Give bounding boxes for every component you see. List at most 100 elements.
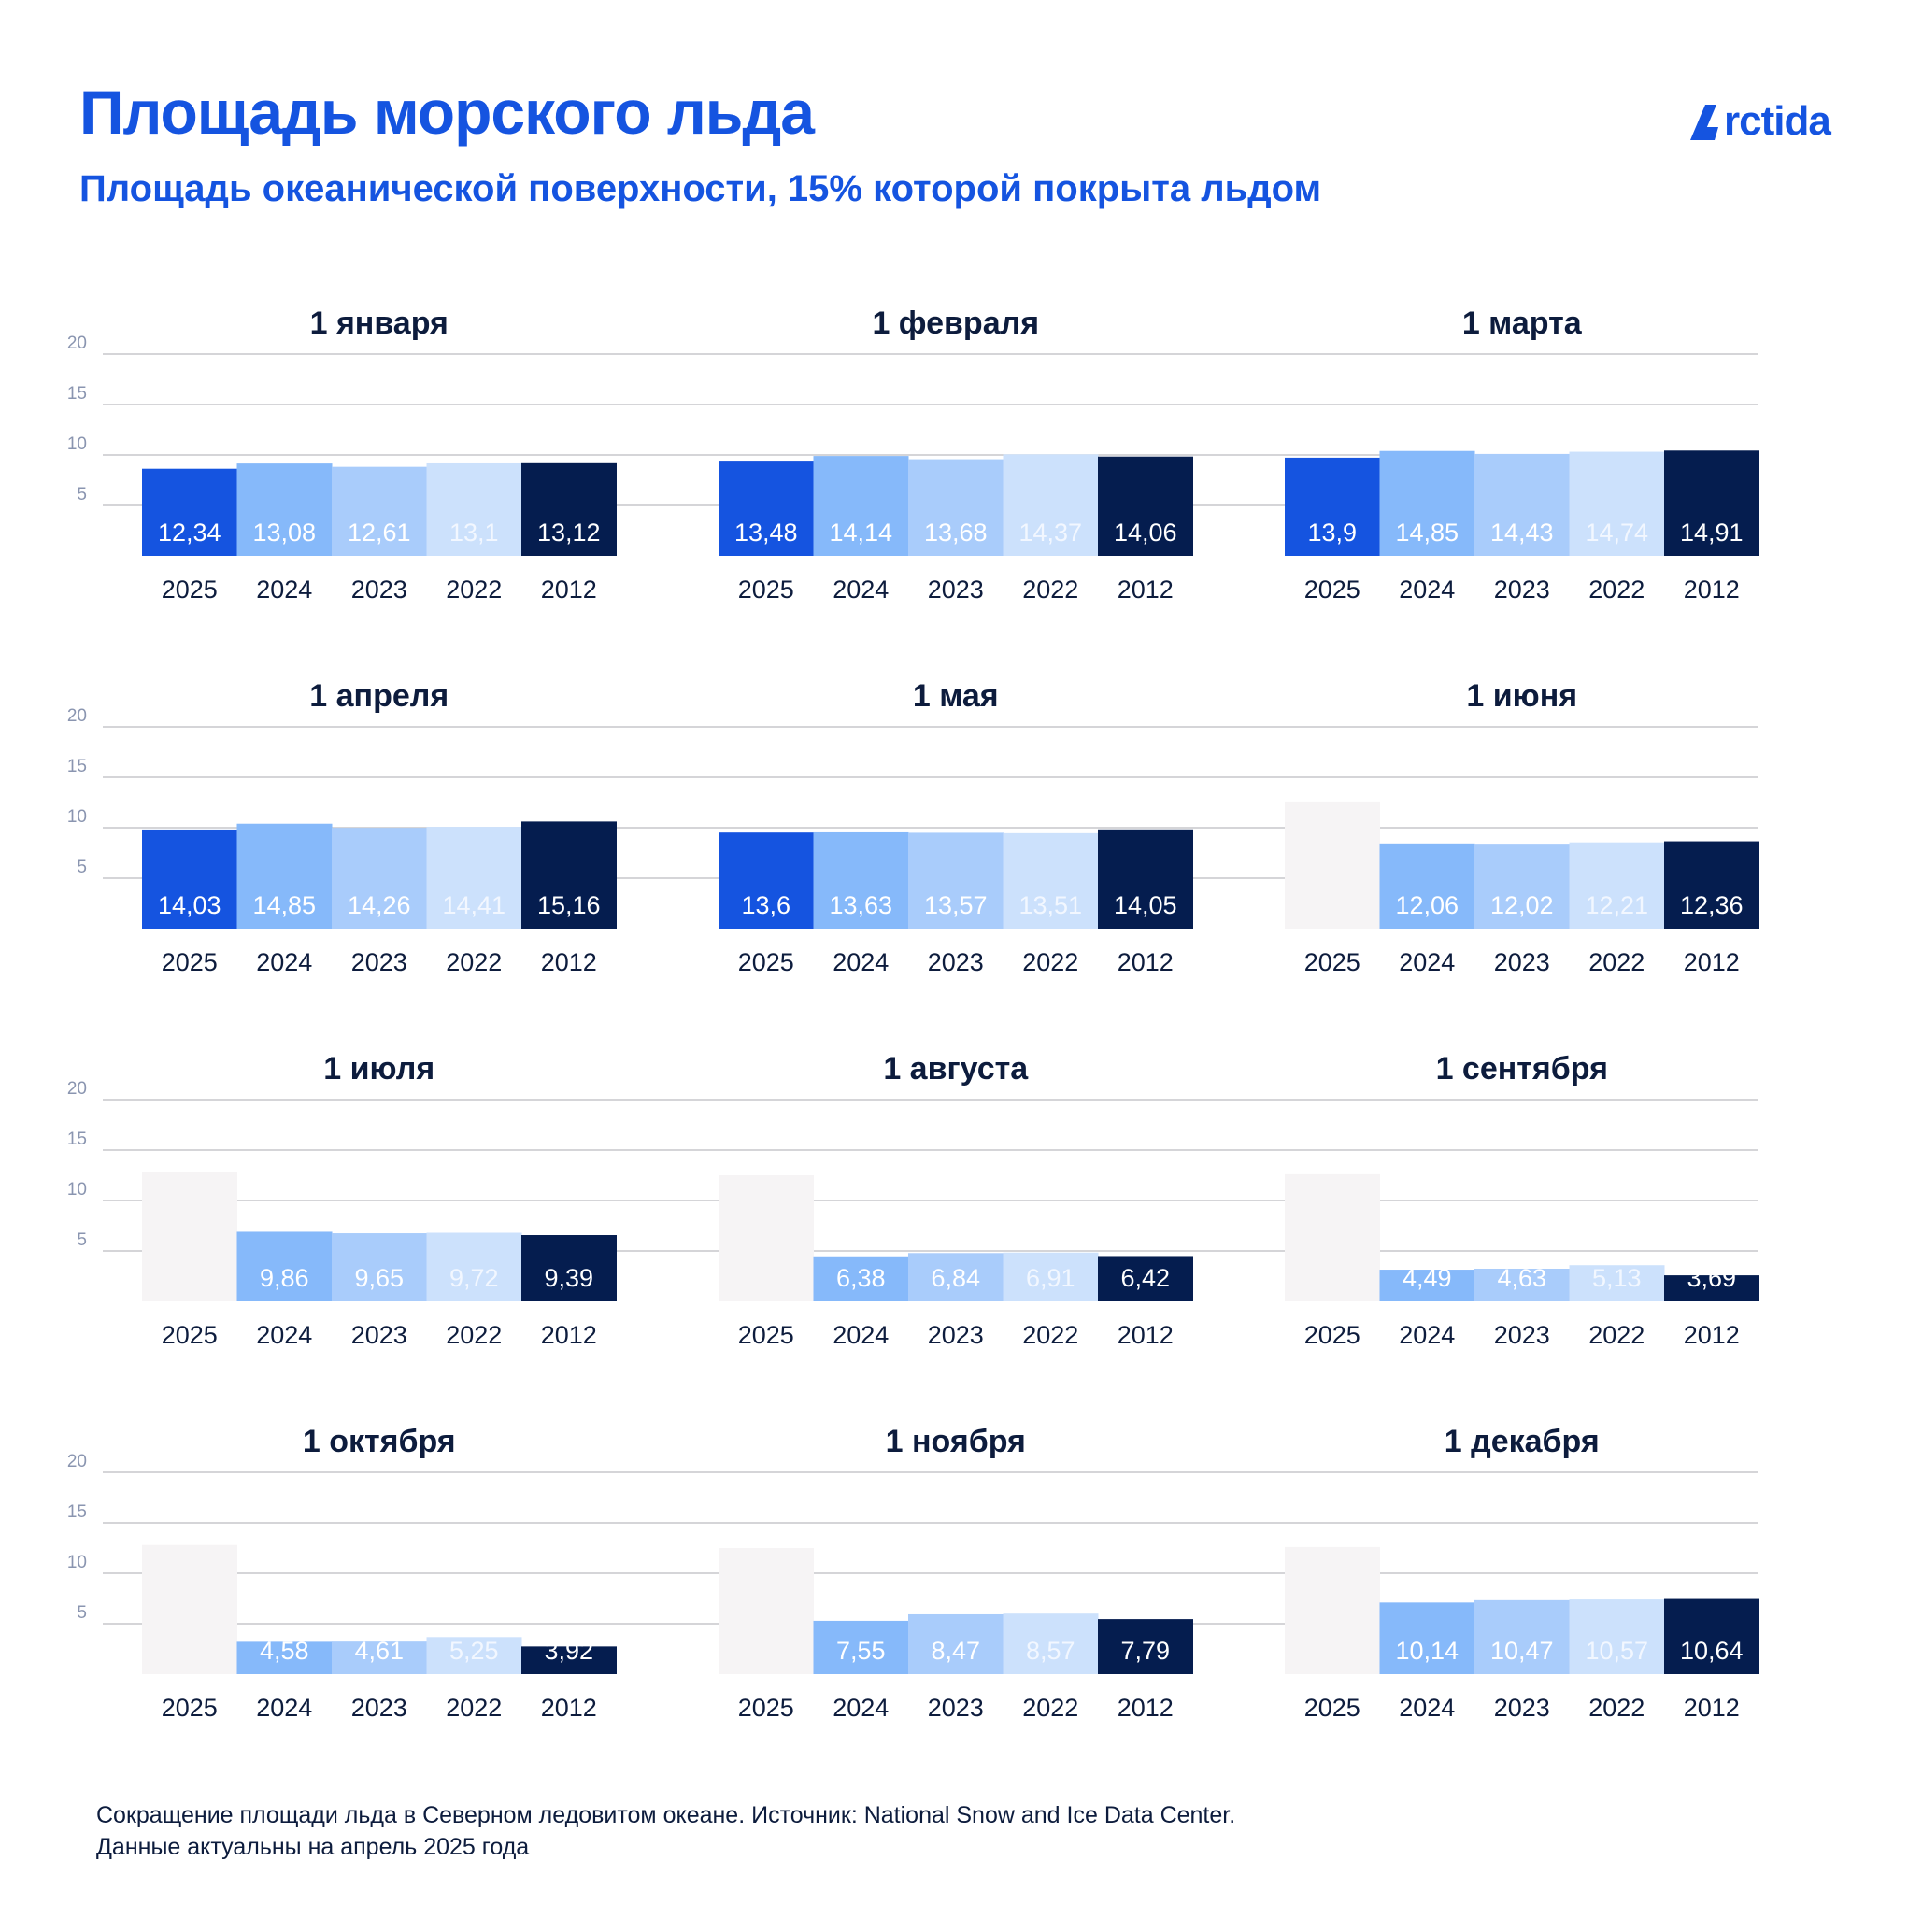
page-title: Площадь морского льда (79, 78, 815, 147)
bar-value-label: 8,57 (1026, 1637, 1075, 1665)
y-tick-label: 5 (77, 858, 87, 877)
bar (142, 468, 237, 556)
x-tick-label: 2012 (541, 575, 597, 604)
bar (426, 462, 522, 556)
bar-value-label: 13,08 (252, 519, 316, 547)
bar (719, 832, 814, 929)
bar-value-label: 10,64 (1680, 1637, 1744, 1665)
bar (332, 466, 427, 556)
bar (1569, 1265, 1665, 1301)
panel-title: 1 февраля (872, 305, 1039, 341)
bar-value-label: 14,41 (442, 891, 505, 919)
x-tick-label: 2025 (738, 948, 794, 976)
bar-value-label: 14,37 (1018, 519, 1082, 547)
placeholder-bar (1285, 1173, 1380, 1301)
x-tick-label: 2023 (928, 1694, 984, 1722)
bar (142, 829, 237, 929)
bar-value-label: 14,85 (1395, 519, 1459, 547)
bar-value-label: 7,79 (1120, 1637, 1170, 1665)
bar (521, 1646, 617, 1674)
bar-value-label: 9,86 (260, 1264, 309, 1292)
y-tick-label: 15 (67, 384, 87, 404)
bar (1285, 457, 1380, 556)
logo-text: rctida (1724, 98, 1831, 144)
x-tick-label: 2025 (162, 575, 218, 604)
x-tick-label: 2023 (1494, 575, 1550, 604)
bar (1569, 1599, 1665, 1674)
bar-value-label: 5,13 (1592, 1264, 1642, 1292)
footer-source: Сокращение площади льда в Северном ледов… (96, 1802, 1236, 1828)
panel-title: 1 сентября (1436, 1051, 1608, 1087)
x-tick-label: 2012 (541, 1321, 597, 1349)
bar (426, 1232, 522, 1301)
panel-title: 1 апреля (309, 678, 449, 714)
panel-title: 1 июня (1466, 678, 1577, 714)
x-tick-label: 2025 (162, 948, 218, 976)
bar (426, 827, 522, 929)
panel-title: 1 марта (1462, 305, 1583, 341)
bar-value-label: 13,48 (734, 519, 798, 547)
panel-title: 1 июля (323, 1051, 434, 1087)
panel-title: 1 января (310, 305, 449, 341)
bar (1098, 456, 1193, 556)
bar-value-label: 10,57 (1585, 1637, 1648, 1665)
panel-title: 1 августа (883, 1051, 1029, 1087)
x-tick-label: 2024 (1399, 1694, 1455, 1722)
bar-value-label: 12,36 (1680, 891, 1744, 919)
bar-value-label: 5,25 (449, 1637, 499, 1665)
bar-value-label: 13,6 (741, 891, 790, 919)
x-tick-label: 2012 (541, 1694, 597, 1722)
bar-value-label: 4,63 (1497, 1264, 1546, 1292)
bar-value-label: 14,91 (1680, 519, 1744, 547)
panel-title: 1 декабря (1445, 1424, 1600, 1459)
bar (1003, 832, 1099, 929)
bar (521, 821, 617, 929)
x-tick-label: 2023 (928, 1321, 984, 1349)
x-tick-label: 2022 (1588, 575, 1645, 604)
bar (1569, 451, 1665, 556)
bar (813, 1256, 909, 1301)
y-tick-label: 10 (67, 1180, 87, 1200)
bar-value-label: 13,51 (1018, 891, 1082, 919)
logo-mark-icon (1690, 105, 1718, 140)
x-tick-label: 2023 (928, 948, 984, 976)
bar (521, 1235, 617, 1301)
bar-value-label: 10,47 (1490, 1637, 1554, 1665)
x-tick-label: 2025 (1304, 948, 1360, 976)
y-tick-label: 15 (67, 757, 87, 776)
bar (426, 1637, 522, 1674)
x-tick-label: 2025 (1304, 1694, 1360, 1722)
panel-title: 1 ноября (886, 1424, 1026, 1459)
x-tick-label: 2012 (1118, 1694, 1174, 1722)
y-tick-label: 20 (67, 334, 87, 353)
x-tick-label: 2025 (1304, 1321, 1360, 1349)
bar (332, 828, 427, 929)
footer-date: Данные актуальны на апрель 2025 года (96, 1834, 530, 1860)
footer-note: Сокращение площади льда в Северном ледов… (96, 1799, 1235, 1863)
x-tick-label: 2023 (1494, 948, 1550, 976)
placeholder-bar (142, 1172, 237, 1301)
x-tick-label: 2022 (1022, 948, 1078, 976)
x-tick-label: 2024 (256, 575, 312, 604)
bar (1379, 450, 1475, 556)
bar-value-label: 3,69 (1687, 1264, 1736, 1292)
bar-value-label: 14,43 (1490, 519, 1554, 547)
x-tick-label: 2012 (1118, 948, 1174, 976)
x-tick-label: 2025 (162, 1321, 218, 1349)
bar-value-label: 4,58 (260, 1637, 309, 1665)
x-tick-label: 2022 (1588, 948, 1645, 976)
bar-value-label: 4,49 (1403, 1264, 1452, 1292)
x-tick-label: 2025 (738, 575, 794, 604)
bar (521, 462, 617, 556)
x-tick-label: 2025 (738, 1321, 794, 1349)
x-tick-label: 2024 (1399, 575, 1455, 604)
bar-value-label: 13,57 (924, 891, 988, 919)
x-tick-label: 2024 (833, 575, 889, 604)
bar (1664, 1275, 1759, 1301)
bar-value-label: 9,39 (544, 1264, 593, 1292)
bar (1003, 1252, 1099, 1301)
bar (236, 463, 333, 556)
bar-value-label: 6,84 (931, 1264, 980, 1292)
x-tick-label: 2024 (256, 948, 312, 976)
bar (813, 831, 909, 929)
